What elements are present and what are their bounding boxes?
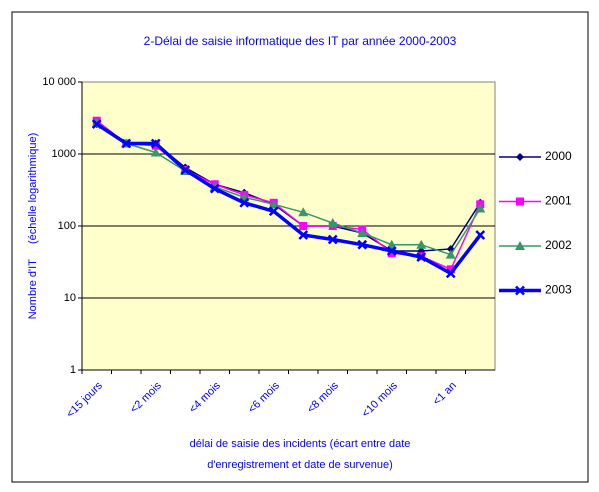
marker	[516, 153, 524, 161]
marker	[416, 239, 427, 249]
marker	[446, 265, 455, 274]
legend-label: 2001	[545, 194, 572, 208]
marker	[416, 252, 427, 262]
marker	[357, 239, 368, 250]
legend-label: 2000	[545, 149, 572, 163]
series-line	[95, 122, 482, 276]
x-axis-title: d'enregistrement et date de survenue)	[207, 459, 393, 471]
marker	[327, 234, 338, 245]
y-tick-label: 1000	[52, 148, 76, 160]
marker	[515, 241, 525, 250]
marker	[91, 119, 102, 130]
marker	[268, 206, 279, 217]
legend-label: 2002	[545, 238, 572, 252]
marker	[445, 268, 456, 279]
series-line	[96, 122, 481, 256]
y-tick-label: 1	[70, 364, 76, 376]
x-axis-title: délai de saisie des incidents (écart ent…	[190, 438, 411, 450]
marker	[299, 222, 308, 230]
marker	[475, 230, 486, 240]
marker	[357, 227, 368, 237]
y-tick-label: 10	[64, 292, 76, 304]
marker	[150, 147, 161, 157]
marker	[239, 197, 250, 208]
marker	[386, 239, 397, 249]
marker	[386, 246, 397, 256]
y-axis-title: Nombre d'IT (échelle logarithmique)	[27, 133, 39, 320]
marker	[515, 285, 525, 296]
y-tick-label: 100	[58, 220, 76, 232]
marker	[121, 138, 132, 149]
marker	[268, 199, 279, 209]
legend-label: 2003	[545, 283, 572, 297]
marker	[387, 249, 396, 258]
marker	[298, 230, 309, 240]
marker	[150, 138, 161, 149]
chart-title: 2-Délai de saisie informatique des IT pa…	[144, 34, 457, 48]
marker	[298, 207, 309, 217]
y-tick-label: 10 000	[42, 76, 76, 88]
marker	[209, 183, 220, 194]
marker	[180, 165, 191, 175]
marker	[516, 197, 524, 206]
marker	[475, 203, 486, 213]
marker	[327, 218, 338, 228]
marker	[445, 249, 456, 259]
